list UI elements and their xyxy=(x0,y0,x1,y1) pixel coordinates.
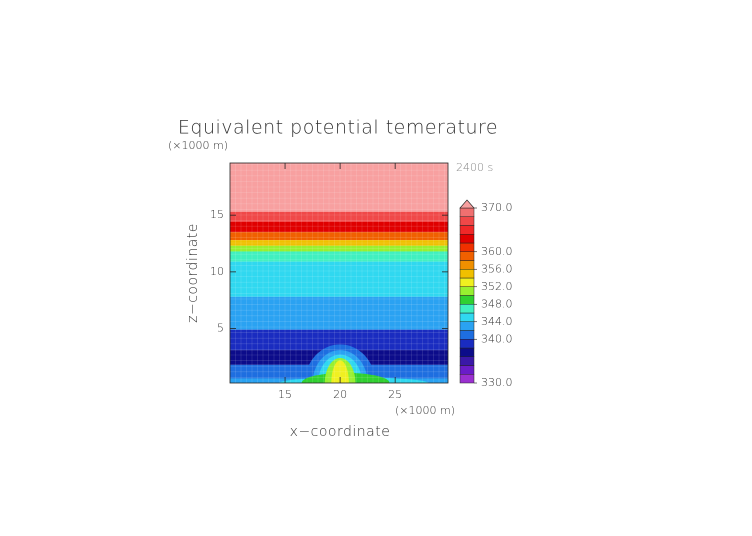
colorbar-label: 330.0 xyxy=(481,376,513,389)
contour-band xyxy=(230,251,448,262)
colorbar-bin xyxy=(459,321,475,331)
time-label: 2400 s xyxy=(456,161,493,174)
x-unit: (×1000 m) xyxy=(395,404,455,417)
colorbar-bin xyxy=(459,330,475,340)
colorbar-bin xyxy=(459,216,475,226)
x-tick-label: 20 xyxy=(333,388,347,401)
contour-band xyxy=(230,221,448,233)
colorbar-bin xyxy=(459,269,475,279)
y-unit: (×1000 m) xyxy=(168,139,228,152)
colorbar-bin xyxy=(459,234,475,244)
y-tick-label: 5 xyxy=(217,322,224,335)
colorbar-bin xyxy=(459,277,475,287)
colorbar-bin xyxy=(459,295,475,305)
contour-band xyxy=(230,261,448,297)
colorbar-bin xyxy=(459,286,475,296)
x-tick-label: 15 xyxy=(278,388,292,401)
chart-title: Equivalent potential temerature xyxy=(178,117,498,139)
colorbar-bin xyxy=(459,374,475,384)
contour-band xyxy=(230,240,448,246)
colorbar-bin xyxy=(459,304,475,314)
colorbar-bin xyxy=(459,242,475,252)
contour-band xyxy=(230,232,448,241)
contour-band xyxy=(230,245,448,252)
colorbar-bin xyxy=(459,251,475,261)
colorbar-bin xyxy=(459,225,475,235)
colorbar-bin xyxy=(459,365,475,375)
contour-band xyxy=(230,163,448,212)
colorbar-over xyxy=(459,199,475,209)
x-tick-label: 25 xyxy=(388,388,402,401)
colorbar-label: 344.0 xyxy=(481,315,513,328)
colorbar-label: 348.0 xyxy=(481,297,513,310)
plot-area xyxy=(230,163,448,383)
colorbar-label: 356.0 xyxy=(481,262,513,275)
colorbar-label: 360.0 xyxy=(481,245,513,258)
contour-band xyxy=(230,296,448,330)
colorbar-bin xyxy=(459,207,475,217)
colorbar-bin xyxy=(459,260,475,270)
contour-dome xyxy=(331,360,349,383)
colorbar-bin xyxy=(459,312,475,322)
x-axis-label: x−coordinate xyxy=(290,424,391,440)
colorbar-label: 352.0 xyxy=(481,280,513,293)
colorbar-bin xyxy=(459,339,475,349)
colorbar-label: 340.0 xyxy=(481,332,513,345)
contour-band xyxy=(230,211,448,222)
colorbar-label: 370.0 xyxy=(481,201,513,214)
y-tick-label: 10 xyxy=(210,265,224,278)
colorbar-bin xyxy=(459,356,475,366)
y-axis-label: z−coordinate xyxy=(185,223,201,323)
colorbar-bin xyxy=(459,347,475,357)
frame xyxy=(229,162,449,384)
field xyxy=(230,163,448,383)
y-tick-label: 15 xyxy=(210,208,224,221)
contour-band xyxy=(230,329,448,351)
